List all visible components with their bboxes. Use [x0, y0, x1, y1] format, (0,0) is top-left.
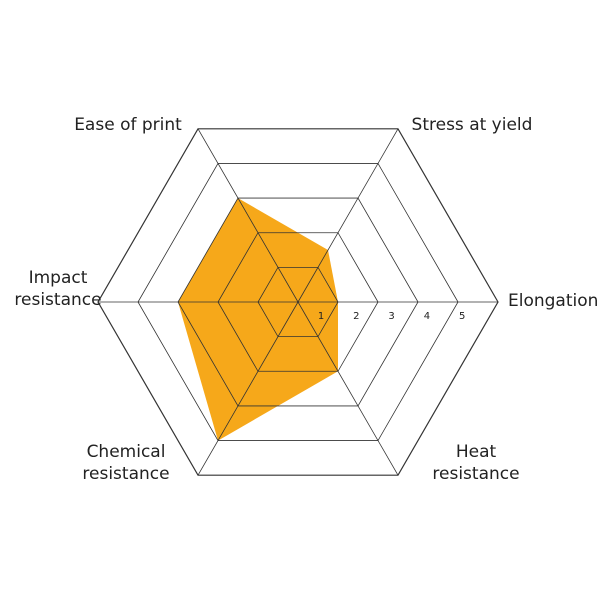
- axis-label: Ease of print: [74, 115, 182, 135]
- tick-label: 5: [459, 311, 465, 322]
- spoke-2: [197, 128, 299, 303]
- data-area: [178, 198, 338, 441]
- axis-label: Heat: [456, 442, 497, 462]
- tick-label: 3: [388, 311, 394, 322]
- spoke-5: [297, 301, 399, 476]
- axis-label: Elongation: [508, 291, 598, 311]
- tick-label: 2: [353, 311, 359, 322]
- axis-label: Stress at yield: [412, 115, 533, 135]
- axis-label: Chemical: [87, 442, 166, 462]
- spoke-1: [297, 128, 399, 303]
- tick-label: 1: [318, 311, 324, 322]
- axis-label: Impact: [29, 268, 88, 288]
- tick-label: 4: [424, 311, 430, 322]
- spoke-4: [197, 301, 299, 476]
- axis-label: resistance: [82, 464, 169, 484]
- axis-label: resistance: [432, 464, 519, 484]
- axis-label: resistance: [14, 290, 101, 310]
